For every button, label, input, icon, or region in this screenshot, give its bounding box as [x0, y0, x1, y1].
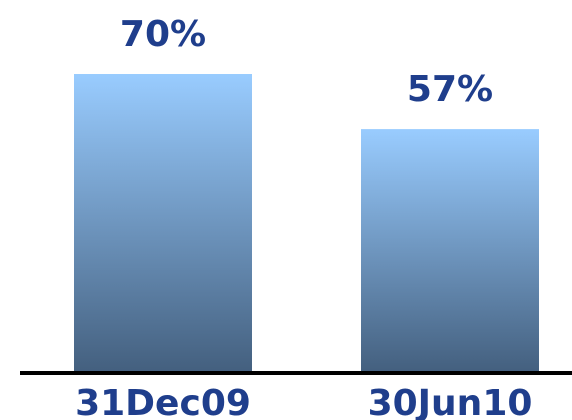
data-label-31Dec09: 70%	[120, 14, 206, 55]
bar-31Dec09	[74, 74, 252, 371]
bar-30Jun10	[361, 129, 539, 371]
data-label-30Jun10: 57%	[407, 69, 493, 110]
bars-layer	[74, 74, 539, 371]
labels-layer: 70% 31Dec09 57% 30Jun10	[75, 14, 532, 420]
x-tick-label-31Dec09: 31Dec09	[75, 383, 251, 420]
x-tick-label-30Jun10: 30Jun10	[368, 383, 533, 420]
